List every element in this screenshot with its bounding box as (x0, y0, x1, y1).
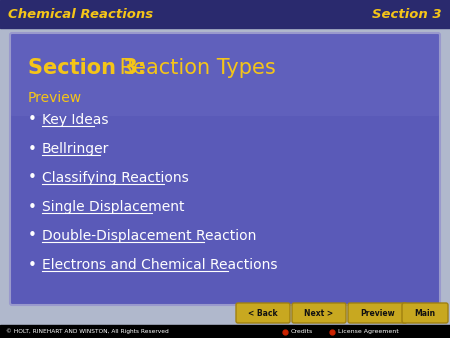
FancyBboxPatch shape (236, 303, 290, 323)
Bar (0, 0, 450, 28)
Text: < Back: < Back (248, 309, 278, 318)
Text: •: • (28, 170, 37, 186)
Text: Reaction Types: Reaction Types (113, 58, 276, 78)
Text: Section 3: Section 3 (373, 7, 442, 21)
FancyBboxPatch shape (292, 303, 346, 323)
Text: © HOLT, RINEHART AND WINSTON, All Rights Reserved: © HOLT, RINEHART AND WINSTON, All Rights… (6, 329, 169, 334)
Bar (0, 28, 450, 313)
Text: •: • (28, 228, 37, 243)
Bar (0, 305, 450, 327)
Text: Main: Main (414, 309, 436, 318)
Text: Next >: Next > (305, 309, 333, 318)
Text: •: • (28, 113, 37, 127)
Text: Key Ideas: Key Ideas (42, 113, 108, 127)
FancyBboxPatch shape (10, 33, 440, 305)
Text: License Agreement: License Agreement (338, 329, 399, 334)
Bar (0, 325, 450, 338)
Text: •: • (28, 258, 37, 272)
FancyBboxPatch shape (348, 303, 407, 323)
FancyBboxPatch shape (11, 34, 439, 116)
Text: Electrons and Chemical Reactions: Electrons and Chemical Reactions (42, 258, 278, 272)
Text: Chemical Reactions: Chemical Reactions (8, 7, 153, 21)
Text: Classifying Reactions: Classifying Reactions (42, 171, 189, 185)
FancyBboxPatch shape (402, 303, 448, 323)
Text: •: • (28, 199, 37, 215)
Text: •: • (28, 142, 37, 156)
Text: Single Displacement: Single Displacement (42, 200, 184, 214)
Text: Preview: Preview (360, 309, 395, 318)
Text: Section 3:: Section 3: (28, 58, 146, 78)
Text: Double-Displacement Reaction: Double-Displacement Reaction (42, 229, 256, 243)
Text: Bellringer: Bellringer (42, 142, 109, 156)
Text: Preview: Preview (28, 91, 82, 105)
Text: Credits: Credits (291, 329, 313, 334)
